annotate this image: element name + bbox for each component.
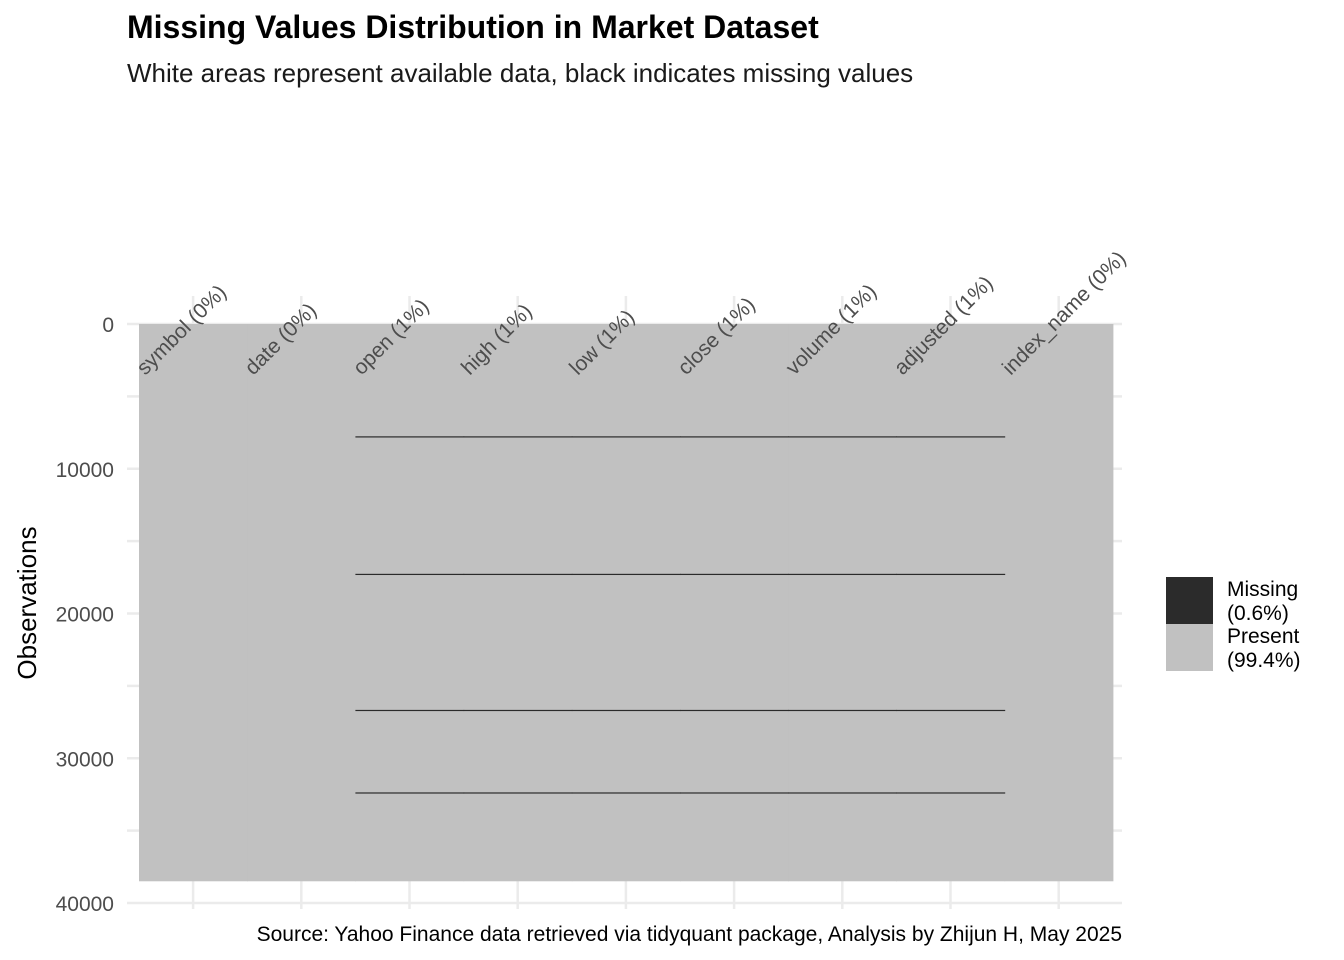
missing-mark (463, 436, 573, 438)
legend-label: Missing (1227, 578, 1298, 601)
missing-mark (788, 792, 897, 794)
y-tick-label: 0 (102, 314, 114, 337)
legend-percent: (0.6%) (1227, 602, 1289, 625)
present-tile-close (680, 324, 789, 882)
y-tick-label: 10000 (56, 459, 114, 482)
missing-mark (788, 436, 897, 438)
missing-mark (463, 709, 573, 712)
missing-mark (680, 573, 789, 576)
missing-mark (571, 436, 681, 438)
legend-key-missing (1166, 577, 1213, 624)
missing-mark (680, 709, 789, 712)
present-tile-symbol (139, 324, 248, 882)
chart-subtitle: White areas represent available data, bl… (127, 58, 914, 88)
missing-mark (680, 436, 789, 438)
missing-mark (896, 709, 1006, 712)
y-tick-label: 30000 (56, 748, 114, 771)
missing-mark (355, 792, 465, 794)
missing-mark (680, 792, 789, 794)
present-tile-adjusted (896, 324, 1006, 882)
missing-mark (896, 792, 1006, 794)
missing-mark (463, 792, 573, 794)
missing-mark (571, 792, 681, 794)
present-tile-high (463, 324, 573, 882)
missing-layer (355, 436, 1006, 794)
missing-mark (355, 436, 465, 438)
missing-mark (463, 573, 573, 576)
missing-mark (788, 709, 897, 712)
y-tick-labels: 0 10000 20000 30000 40000 (56, 314, 114, 916)
y-axis-title: Observations (12, 526, 42, 679)
missing-mark (355, 709, 465, 712)
y-tick-label: 20000 (56, 604, 114, 627)
present-tile-open (355, 324, 465, 882)
chart-caption: Source: Yahoo Finance data retrieved via… (257, 923, 1122, 946)
tile-layer (139, 324, 1114, 882)
legend-key-present (1166, 624, 1213, 671)
missing-mark (896, 436, 1006, 438)
present-tile-volume (788, 324, 897, 882)
present-tile-date (247, 324, 356, 882)
y-tick-label: 40000 (56, 893, 114, 916)
missing-mark (571, 573, 681, 576)
legend: Missing(0.6%)Present(99.4%) (1166, 577, 1301, 672)
missing-mark (355, 573, 465, 576)
legend-label: Present (1227, 625, 1300, 648)
chart-title: Missing Values Distribution in Market Da… (127, 9, 819, 45)
missing-mark (788, 573, 897, 576)
present-tile-index-name (1004, 324, 1114, 882)
present-tile-low (571, 324, 681, 882)
missing-mark (571, 709, 681, 712)
missing-mark (896, 573, 1006, 576)
legend-percent: (99.4%) (1227, 649, 1301, 672)
